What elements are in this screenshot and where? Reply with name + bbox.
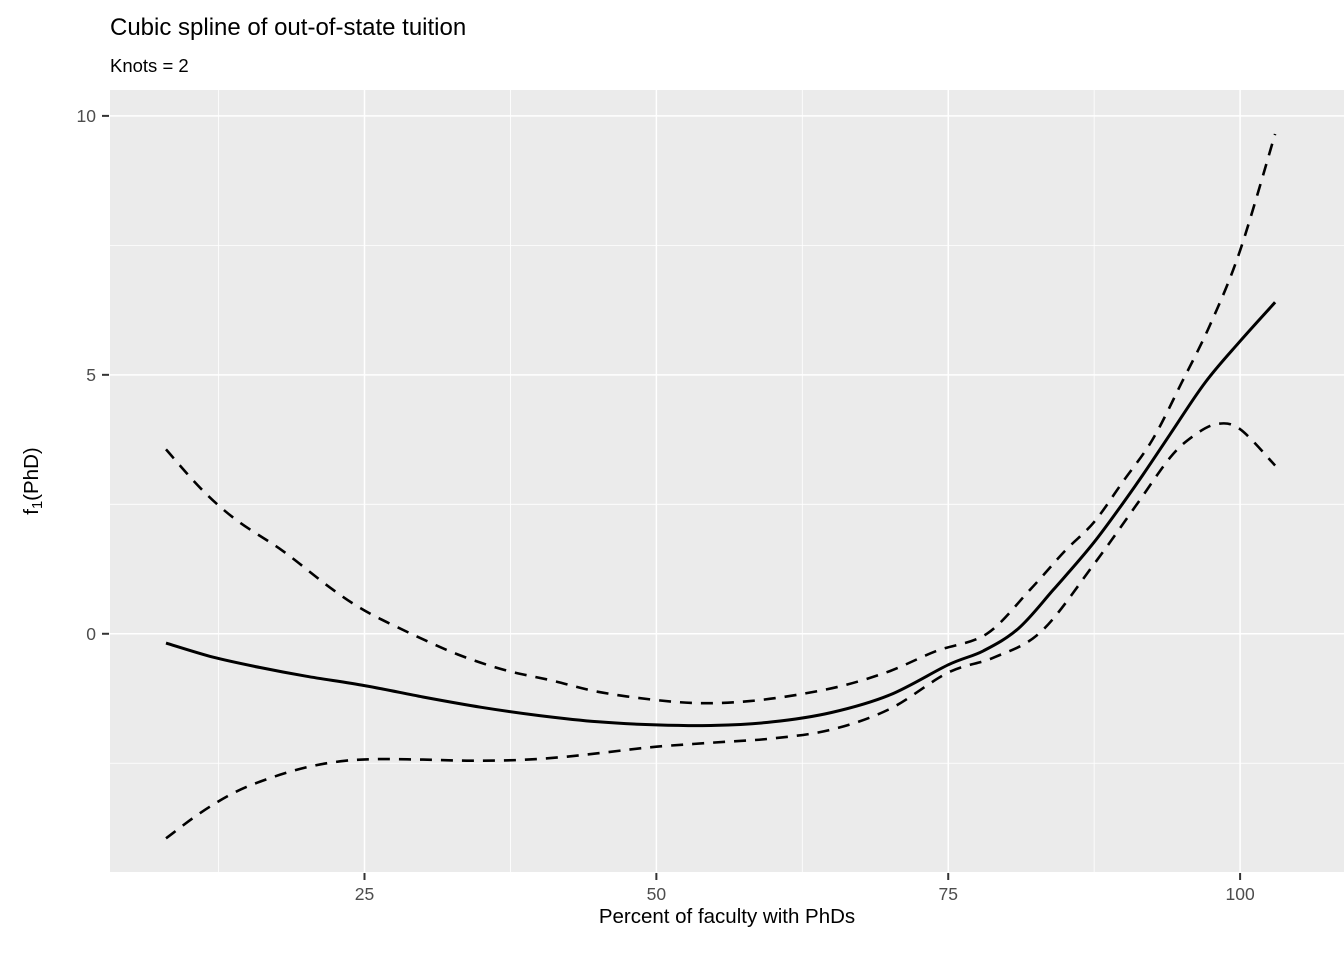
y-axis-title-rest: (PhD) bbox=[20, 447, 44, 501]
x-tick-label: 75 bbox=[938, 884, 957, 904]
spline-fit-line bbox=[165, 301, 1277, 728]
y-tick-label: 0 bbox=[86, 624, 96, 644]
x-tick-label: 25 bbox=[355, 884, 374, 904]
x-tick-label: 100 bbox=[1225, 884, 1254, 904]
x-axis-title: Percent of faculty with PhDs bbox=[598, 905, 856, 928]
x-tick-label: 50 bbox=[647, 884, 667, 904]
y-axis-title-subscript: 1 bbox=[29, 500, 46, 510]
y-axis-title: f1(PhD) bbox=[20, 447, 46, 514]
y-tick-label: 5 bbox=[86, 365, 96, 385]
y-tick-label: 10 bbox=[77, 106, 97, 126]
plot-subtitle: Knots = 2 bbox=[110, 55, 189, 76]
panel-background bbox=[110, 90, 1344, 872]
ci-lower-line bbox=[165, 422, 1277, 840]
ci-upper-line bbox=[165, 133, 1277, 705]
plot-title: Cubic spline of out-of-state tuition bbox=[110, 14, 467, 41]
y-axis-title-base: f bbox=[20, 509, 44, 515]
